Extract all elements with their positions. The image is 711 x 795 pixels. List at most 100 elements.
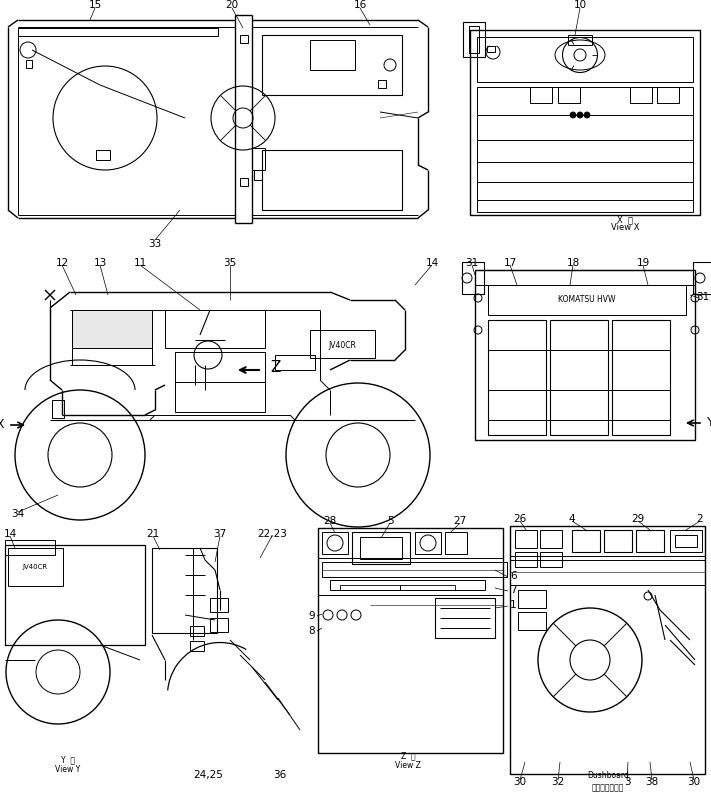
Bar <box>469 26 479 53</box>
Text: View Y: View Y <box>55 765 80 774</box>
Text: 22,23: 22,23 <box>257 529 287 539</box>
Text: 24,25: 24,25 <box>193 770 223 780</box>
Bar <box>540 552 562 567</box>
Bar <box>657 87 679 103</box>
Bar <box>477 37 693 82</box>
Text: 27: 27 <box>454 516 466 526</box>
Bar <box>322 532 348 554</box>
Text: 34: 34 <box>11 509 25 519</box>
Text: 11: 11 <box>134 258 146 268</box>
Text: 32: 32 <box>551 777 565 787</box>
Bar <box>462 262 484 294</box>
Text: Y: Y <box>707 417 711 429</box>
Text: 9: 9 <box>309 611 315 621</box>
Text: 30: 30 <box>513 777 527 787</box>
Bar <box>488 320 546 435</box>
Text: 31: 31 <box>466 258 479 268</box>
Text: 26: 26 <box>513 514 527 524</box>
Bar <box>5 540 55 555</box>
Bar <box>310 40 355 70</box>
Text: 10: 10 <box>574 0 587 10</box>
Text: View Z: View Z <box>395 761 421 770</box>
Bar <box>165 310 265 348</box>
Circle shape <box>577 112 583 118</box>
Bar <box>360 537 402 559</box>
Text: 18: 18 <box>567 258 579 268</box>
Text: 14: 14 <box>425 258 439 268</box>
Text: Y  矢: Y 矢 <box>61 755 75 765</box>
Bar <box>487 46 495 52</box>
Text: 14: 14 <box>4 529 16 539</box>
Bar <box>630 87 652 103</box>
Text: 29: 29 <box>631 514 645 524</box>
Bar <box>515 552 537 567</box>
Circle shape <box>570 112 576 118</box>
Text: 15: 15 <box>88 0 102 10</box>
Bar <box>550 320 608 435</box>
Text: 33: 33 <box>149 239 161 249</box>
Bar <box>378 80 386 88</box>
Bar <box>400 585 455 590</box>
Text: Z  矢: Z 矢 <box>401 751 415 761</box>
Bar <box>693 262 711 294</box>
Text: 31: 31 <box>696 292 710 302</box>
Bar <box>636 530 664 552</box>
Text: 2: 2 <box>697 514 703 524</box>
Bar <box>262 35 402 95</box>
Text: JV40CR: JV40CR <box>328 340 356 350</box>
Bar <box>675 535 697 547</box>
Bar <box>463 22 485 57</box>
Text: 12: 12 <box>55 258 69 268</box>
Text: 1: 1 <box>510 600 517 610</box>
Bar <box>254 170 262 180</box>
Bar <box>210 618 228 632</box>
Bar <box>318 528 503 753</box>
Bar <box>558 87 580 103</box>
Bar <box>26 60 32 68</box>
Bar <box>330 580 485 590</box>
Text: 6: 6 <box>510 571 517 581</box>
Text: KOMATSU HVW: KOMATSU HVW <box>558 296 616 304</box>
Text: 4: 4 <box>569 514 575 524</box>
Text: Z: Z <box>270 360 280 375</box>
Bar <box>568 35 592 45</box>
Text: 5: 5 <box>387 516 393 526</box>
Text: JV40CR: JV40CR <box>23 564 48 570</box>
Bar <box>175 382 265 412</box>
Bar <box>190 626 204 636</box>
Text: 7: 7 <box>510 585 517 595</box>
Text: 21: 21 <box>146 529 160 539</box>
Bar <box>262 150 402 210</box>
Bar <box>72 310 152 348</box>
Bar <box>670 530 702 552</box>
Bar <box>572 530 600 552</box>
Text: 30: 30 <box>688 777 700 787</box>
Text: ダッシュボード: ダッシュボード <box>592 784 624 793</box>
Bar <box>5 545 145 645</box>
Bar <box>477 87 693 212</box>
Bar <box>96 150 110 160</box>
Text: 13: 13 <box>93 258 107 268</box>
Bar <box>518 590 546 608</box>
Bar <box>175 352 265 382</box>
Text: Dushboard: Dushboard <box>587 771 629 781</box>
Bar <box>275 355 315 370</box>
Circle shape <box>584 112 590 118</box>
Bar <box>435 598 495 638</box>
Bar <box>240 35 248 43</box>
Bar <box>510 526 705 774</box>
Bar <box>604 530 632 552</box>
Bar <box>18 28 218 36</box>
Bar <box>530 87 552 103</box>
Bar <box>340 585 400 590</box>
Text: View X: View X <box>611 223 639 232</box>
Bar <box>152 548 217 633</box>
Bar <box>540 530 562 548</box>
Text: 36: 36 <box>273 770 287 780</box>
Text: 16: 16 <box>353 0 367 10</box>
Bar <box>322 562 507 577</box>
Bar <box>52 400 64 418</box>
Bar <box>518 612 546 630</box>
Bar <box>415 532 441 554</box>
Bar <box>72 310 152 365</box>
